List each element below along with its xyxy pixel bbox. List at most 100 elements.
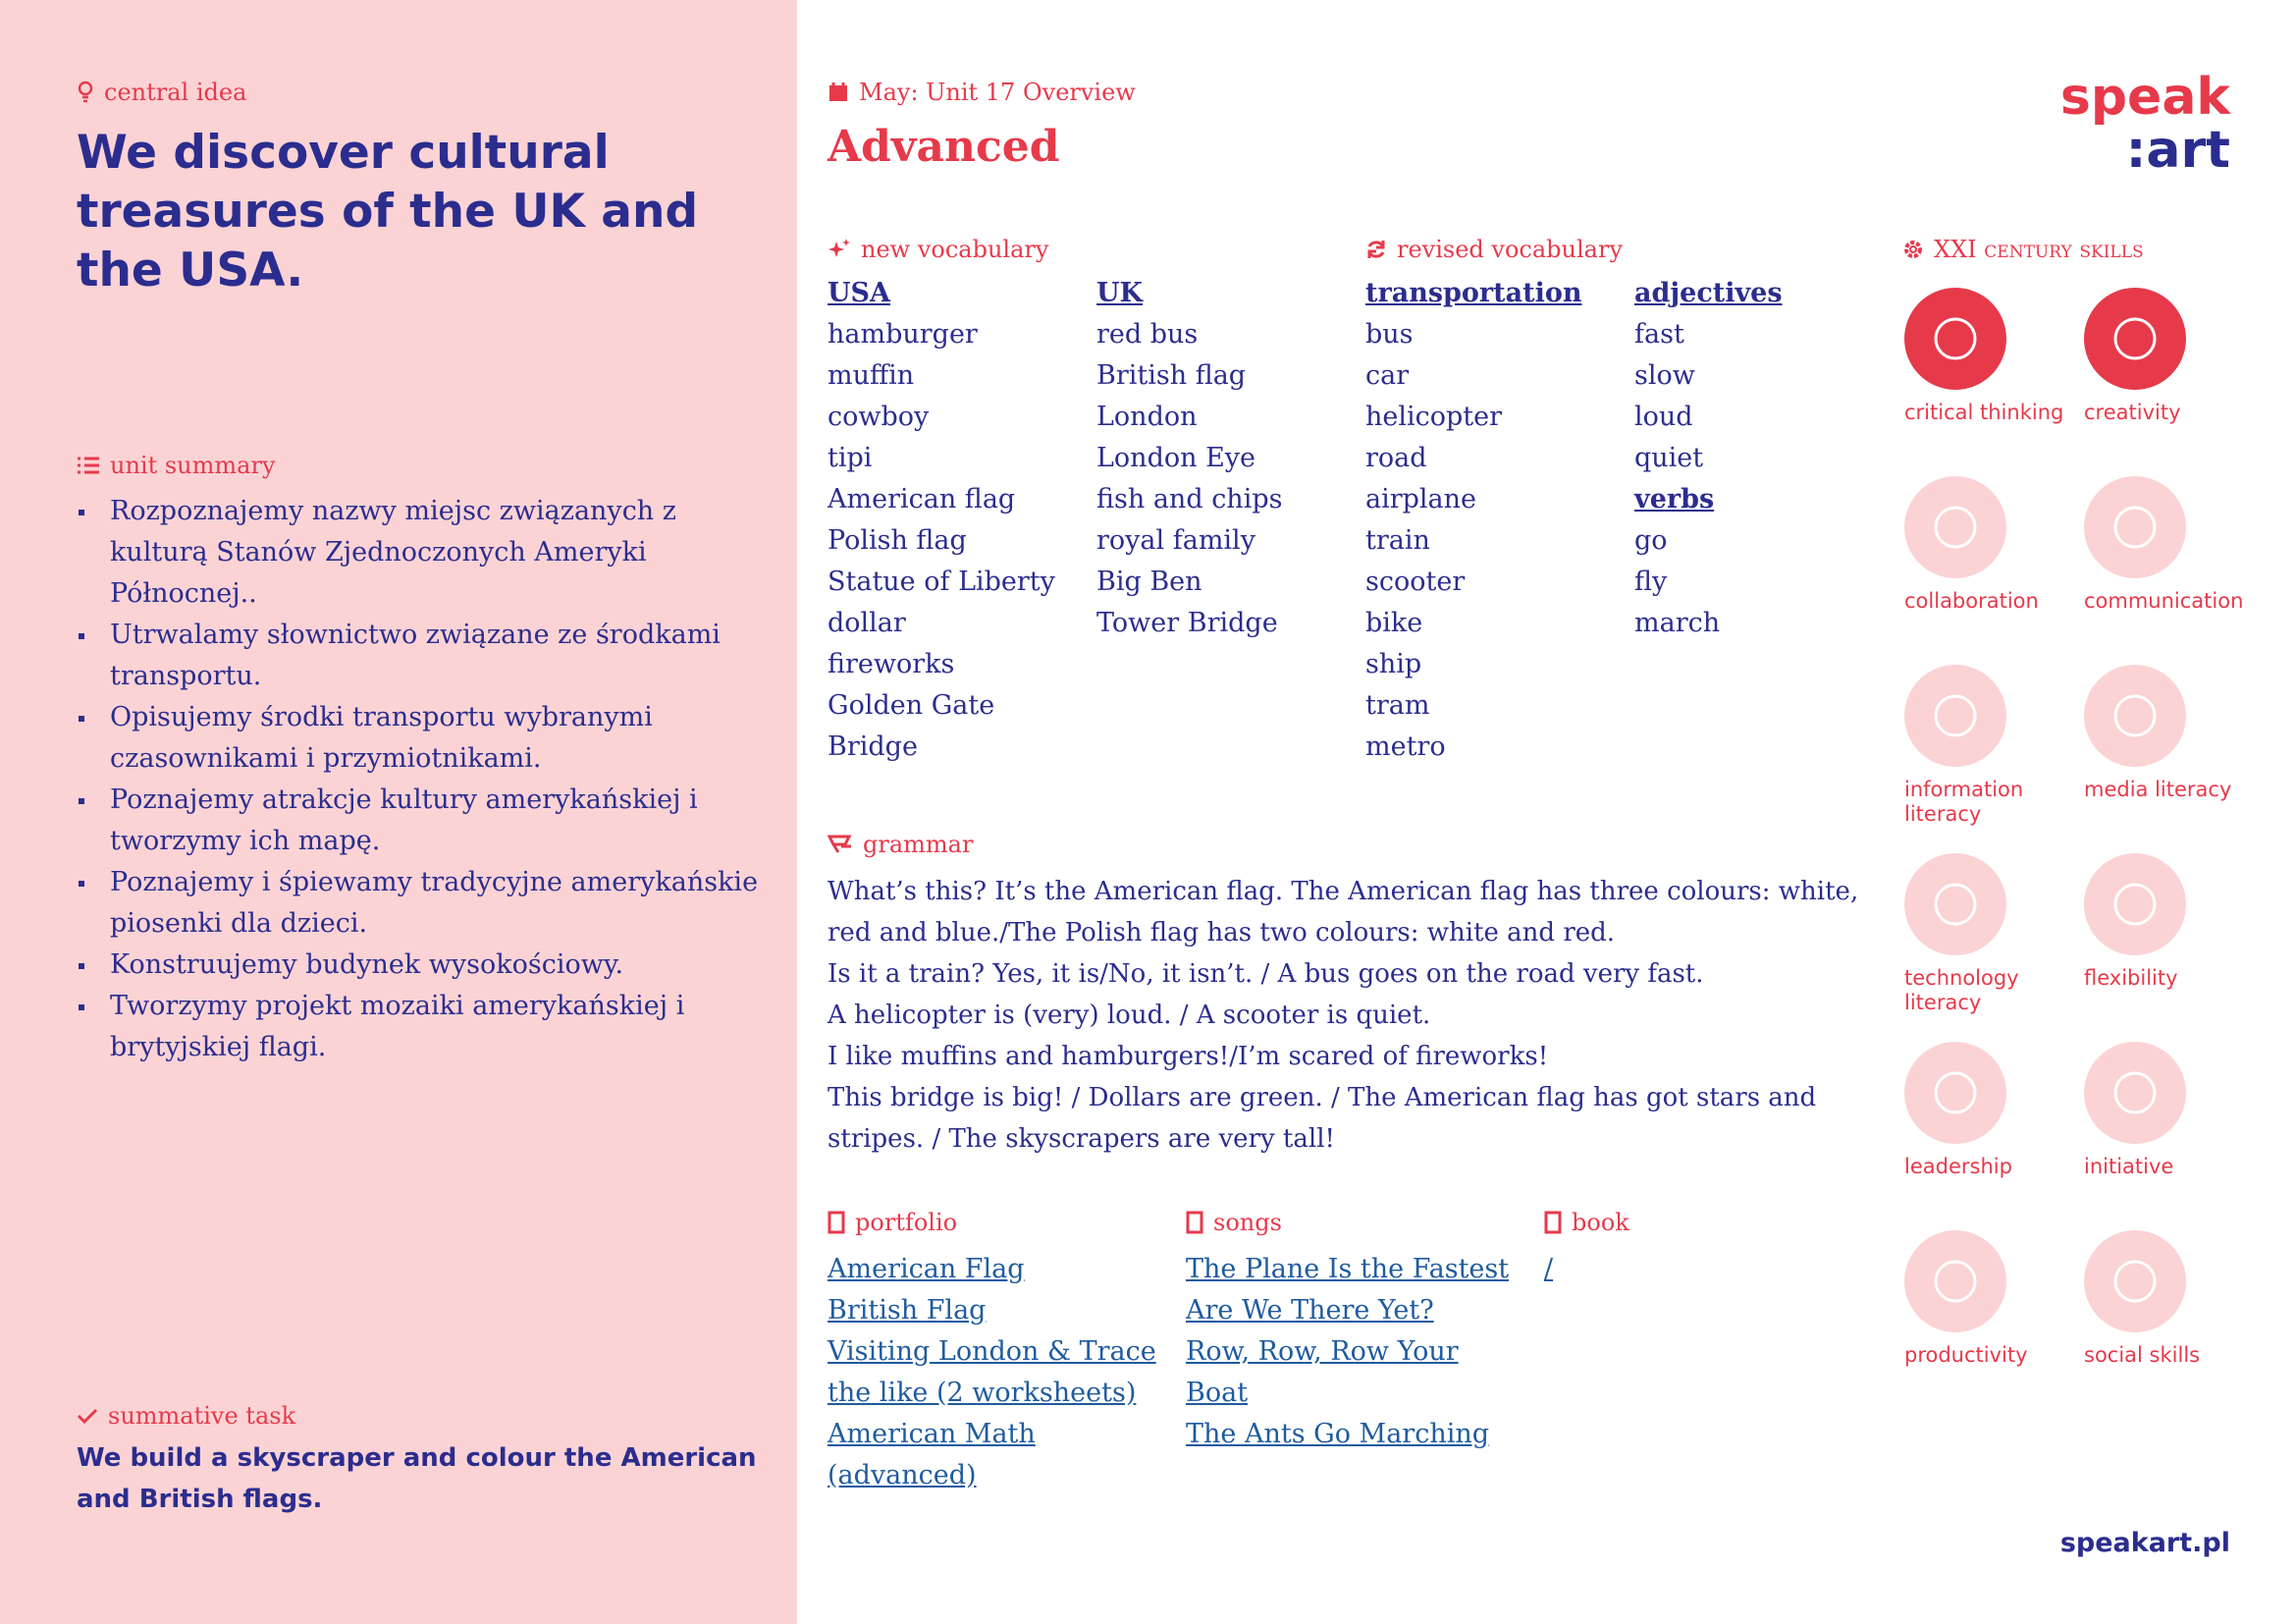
vocab-column: transportation bus car helicopter road airpla… [1365, 273, 1630, 768]
vocab-item: bus [1365, 319, 1414, 350]
vocab-item: royal family [1096, 525, 1255, 556]
grammar-line: A helicopter is (very) loud. / A scooter… [828, 1001, 1431, 1030]
vocab-item: go [1634, 525, 1668, 556]
revised-vocabulary-label: revised vocabulary [1365, 236, 1623, 263]
skill-glyph [2113, 1260, 2157, 1303]
vocab-item: fly [1634, 567, 1668, 597]
logo-line: speak [2059, 68, 2230, 127]
skill-label: critical thinking [1904, 401, 2064, 424]
skill-label: social skills [2084, 1343, 2201, 1367]
grammar-text: What’s this? It’s the American flag. The… [828, 871, 1868, 1160]
skill-glyph [2113, 506, 2157, 549]
grammar-line: I like muffins and hamburgers!/I’m scare… [828, 1042, 1549, 1071]
logo: speak:art [2060, 71, 2230, 177]
vocab-column: UK red bus British flag London London Eye fis… [1096, 273, 1362, 644]
label-text: XXI century skills [1934, 236, 2144, 263]
resource-list: American Flag British Flag Visiting London… [828, 1249, 1161, 1496]
vocab-item: muffin [828, 360, 915, 391]
label-text: unit summary [110, 452, 276, 479]
resource-label: book [1544, 1209, 1629, 1236]
label-text: new vocabulary [861, 236, 1049, 263]
new-vocabulary-label: new vocabulary [828, 236, 1048, 263]
vocab-heading: transportation [1365, 278, 1582, 308]
resource-item: Visiting London & Trace the like (2 work… [828, 1336, 1156, 1408]
skill-icon [2084, 476, 2186, 578]
skill-label: productivity [1904, 1343, 2028, 1367]
vocab-item: Golden Gate [828, 690, 995, 721]
skill-icon [1904, 476, 2006, 578]
vocab-item: march [1634, 608, 1721, 638]
vocab-item: fast [1634, 319, 1684, 350]
logo-line: :art [2125, 121, 2230, 180]
vocab-item: helicopter [1365, 402, 1503, 432]
resource-item: British Flag [828, 1295, 987, 1326]
resource-item: American Flag [828, 1254, 1025, 1284]
vocab-heading: adjectives [1634, 278, 1783, 308]
vocab-column: adjectives fast slow loud quiet verbs go fly mar… [1634, 273, 1899, 644]
resource-item: The Ants Go Marching [1186, 1419, 1490, 1449]
vocab-item: dollar [828, 608, 906, 638]
resource-item: / [1544, 1254, 1554, 1284]
label-text: central idea [104, 79, 247, 106]
label-text: book [1572, 1209, 1629, 1236]
grammar-label: grammar [828, 831, 973, 858]
vocab-item: loud [1634, 402, 1693, 432]
vocab-item: tipi [828, 443, 873, 473]
label-text: grammar [863, 831, 974, 858]
summative-task-label: summative task [77, 1402, 295, 1430]
summary-item: Rozpoznajemy nazwy miejsc związanych z k… [77, 491, 764, 615]
skill-glyph [1934, 1071, 1977, 1114]
vocab-item: Statue of Liberty [828, 567, 1055, 597]
grammar-line: What’s this? It’s the American flag. The… [828, 877, 1859, 947]
vocab-item: airplane [1365, 484, 1477, 514]
label-text: summative task [108, 1402, 296, 1430]
resource-label: portfolio [828, 1209, 957, 1236]
skills-label: XXI century skills [1902, 236, 2144, 263]
resource-item: Row, Row, Row Your Boat [1186, 1336, 1459, 1408]
vocab-heading: UK [1096, 278, 1144, 308]
skill-glyph [2113, 1071, 2157, 1114]
skill-label: collaboration [1904, 589, 2039, 613]
vocab-item: quiet [1634, 443, 1704, 473]
skill-glyph [2113, 883, 2157, 926]
vocab-item: scooter [1365, 567, 1466, 597]
vocab-item: Bridge [828, 731, 918, 762]
vocab-item: car [1365, 360, 1410, 391]
label-text: portfolio [855, 1209, 958, 1236]
summary-item: Poznajemy atrakcje kultury amerykańskiej… [77, 780, 764, 862]
skill-label: flexibility [2084, 966, 2178, 990]
vocab-item: bike [1365, 608, 1423, 638]
central-idea-label: central idea [77, 79, 246, 106]
resource-label: songs [1186, 1209, 1282, 1236]
icon [828, 1211, 845, 1234]
left-panel [0, 0, 797, 1624]
vocab-item: red bus [1096, 319, 1199, 350]
summative-task: We build a skyscraper and colour the Ame… [77, 1443, 757, 1514]
skill-icon [1904, 1042, 2006, 1144]
icon [1544, 1211, 1562, 1234]
vocab-item: tram [1365, 690, 1430, 721]
skill-glyph [2113, 694, 2157, 737]
unit-summary: Rozpoznajemy nazwy miejsc związanych z k… [77, 491, 764, 1068]
vocab-item: slow [1634, 360, 1695, 391]
skill-glyph [1934, 883, 1977, 926]
skill-glyph [1934, 317, 1977, 360]
vocab-item: British flag [1096, 360, 1247, 391]
skill-icon [1904, 1230, 2006, 1332]
skill-icon [1904, 853, 2006, 955]
skill-icon [2084, 1042, 2186, 1144]
vocab-item: train [1365, 525, 1430, 556]
skill-glyph [1934, 1260, 1977, 1303]
vocab-item: hamburger [828, 319, 978, 350]
resource-item: The Plane Is the Fastest [1186, 1254, 1510, 1284]
summary-item: Konstruujemy budynek wysokościowy. [77, 945, 764, 986]
summary-item: Opisujemy środki transportu wybranymi cz… [77, 697, 764, 780]
vocab-heading: USA [828, 278, 890, 308]
vocab-item: London Eye [1096, 443, 1256, 473]
summary-item: Poznajemy i śpiewamy tradycyjne amerykań… [77, 862, 764, 945]
summary-item: Utrwalamy słownictwo związane ze środkam… [77, 615, 764, 697]
grammar-line: This bridge is big! / Dollars are green.… [828, 1083, 1817, 1154]
skill-label: media literacy [2084, 778, 2232, 801]
unit-summary-label: unit summary [77, 452, 276, 479]
